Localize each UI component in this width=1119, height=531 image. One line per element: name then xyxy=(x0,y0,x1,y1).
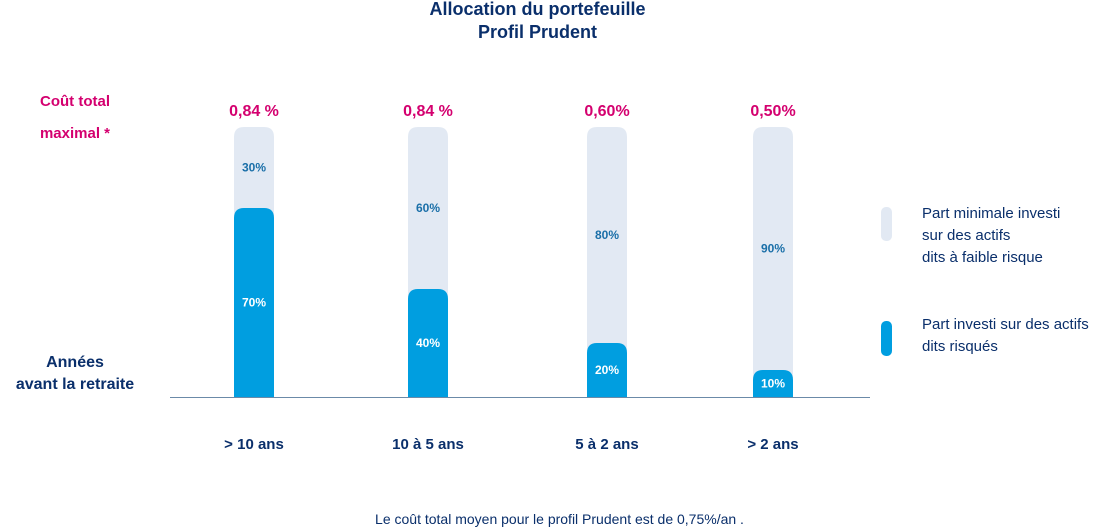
cost-label-line-1: Coût total xyxy=(40,93,110,110)
legend-swatch-low-risk xyxy=(881,207,892,241)
legend-text-low-risk-3: dits à faible risque xyxy=(922,249,1043,266)
bar-risky xyxy=(408,289,448,397)
cost-value: 0,60% xyxy=(584,103,629,120)
bar-low-risk xyxy=(753,127,793,397)
x-tick-label: > 10 ans xyxy=(224,436,284,453)
cost-label-line-2: maximal * xyxy=(39,125,111,142)
x-tick-label: > 2 ans xyxy=(747,436,798,453)
data-label-low-risk: 60% xyxy=(416,201,440,215)
x-axis-label-line-2: avant la retraite xyxy=(15,376,135,393)
bar-risky xyxy=(234,208,274,397)
x-tick-label: 10 à 5 ans xyxy=(392,436,464,453)
data-label-low-risk: 30% xyxy=(242,161,266,175)
x-axis-label-line-1: Années xyxy=(46,354,104,371)
data-label-low-risk: 80% xyxy=(595,228,619,242)
legend-text-risky-2: dits risqués xyxy=(922,338,998,355)
bar-risky xyxy=(587,343,627,397)
legend-text-risky-1: Part investi sur des actifs xyxy=(922,316,1089,333)
legend-swatch-risky xyxy=(881,321,892,356)
chart-title: Allocation du portefeuille xyxy=(429,0,646,19)
bar-risky xyxy=(753,370,793,397)
data-label-risky: 40% xyxy=(416,336,440,350)
chart-subtitle: Profil Prudent xyxy=(477,22,597,42)
bar-low-risk xyxy=(587,127,627,397)
data-label-risky: 20% xyxy=(595,363,619,377)
x-tick-label: 5 à 2 ans xyxy=(575,436,638,453)
cost-value: 0,84 % xyxy=(403,103,453,120)
data-label-risky: 70% xyxy=(242,296,266,310)
legend-text-low-risk-2: sur des actifs xyxy=(922,227,1011,244)
data-label-low-risk: 90% xyxy=(761,242,785,256)
footnote: Le coût total moyen pour le profil Prude… xyxy=(375,511,744,527)
legend-text-low-risk-1: Part minimale investi xyxy=(922,205,1061,222)
cost-value: 0,50% xyxy=(750,103,795,120)
cost-value: 0,84 % xyxy=(229,103,279,120)
data-label-risky: 10% xyxy=(761,377,785,391)
